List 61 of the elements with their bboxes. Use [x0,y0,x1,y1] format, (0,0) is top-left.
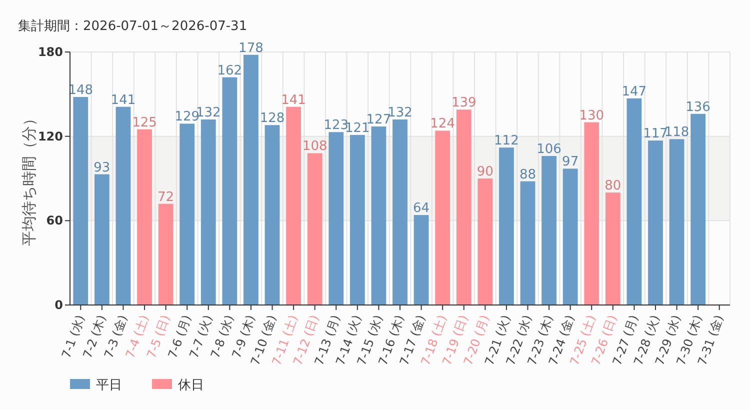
data-label: 130 [579,108,604,124]
y-tick-label: 60 [46,214,63,228]
data-label: 148 [68,82,94,98]
chart-title: 集計期間：2026-07-01～2026-07-31 [18,19,248,34]
data-label: 88 [519,167,536,182]
bar [244,54,258,305]
data-label: 72 [158,190,174,205]
bar [520,181,536,305]
bar [200,119,216,305]
bar [392,119,408,305]
data-label: 178 [238,40,264,56]
bar [499,148,514,305]
data-label: 108 [302,139,328,154]
data-label: 64 [413,201,430,216]
bar [584,122,600,305]
data-label: 80 [604,178,622,194]
bar [180,124,195,305]
bar [669,139,684,305]
data-label: 141 [110,92,136,108]
bar [116,106,131,305]
bar [158,204,174,305]
data-label: 125 [132,115,157,130]
data-label: 97 [562,154,579,170]
y-tick-label: 0 [54,298,63,312]
y-tick-label: 180 [38,45,63,59]
data-label: 136 [686,100,710,115]
data-label: 112 [494,134,519,149]
bar [73,96,88,305]
bar [478,178,493,305]
data-label: 147 [622,84,647,100]
data-label: 106 [536,142,562,158]
legend-label: 平日 [96,378,122,393]
legend-label: 休日 [178,378,204,393]
bar [286,106,301,305]
bar [137,129,152,305]
bar [264,125,280,305]
bar [435,130,450,305]
bar [307,153,322,305]
data-label: 139 [451,96,476,111]
bar [328,132,344,305]
bar [456,110,472,305]
bar [414,215,429,305]
bar [562,168,578,305]
data-label: 124 [430,116,455,132]
bar [350,134,365,305]
data-label: 90 [476,164,494,180]
bar [648,140,663,305]
y-tick-label: 120 [38,129,63,144]
bar [690,114,706,305]
data-label: 162 [217,63,242,78]
data-label: 128 [260,111,285,126]
bar [94,174,110,305]
bar [222,77,238,305]
y-axis-title: 平均待ち時間（分） [20,111,38,246]
bar [626,98,642,305]
data-label: 118 [664,125,690,140]
data-label: 93 [94,160,110,176]
bar [605,192,620,305]
bar [542,156,556,305]
data-label: 141 [281,92,306,108]
bar [371,126,386,305]
